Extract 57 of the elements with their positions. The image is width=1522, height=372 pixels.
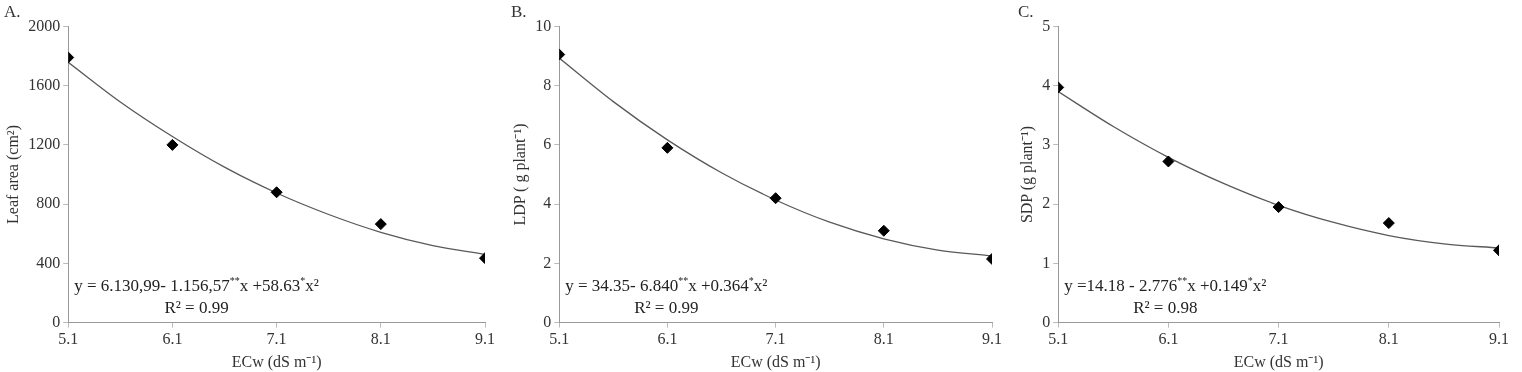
y-tick-label: 2000 [28,16,61,34]
x-tick-label: 5.1 [549,330,570,348]
y-tick-label: 1 [1042,253,1051,271]
point [374,218,387,231]
x-tick-label: 7.1 [266,330,287,348]
x-tick-label: 9.1 [475,330,495,348]
point [1272,201,1285,214]
y-tick-label: 0 [52,312,61,330]
y-tick-label: 2 [543,253,552,271]
annotation: y = 34.35- 6.840$^{**}$x +0.364$^{*}$x² [565,273,768,297]
chart-title: C. [1018,1,1034,21]
x-tick-label: 9.1 [982,330,1002,348]
y-tick-label: 10 [535,16,552,34]
x-tick-label: 6.1 [1158,330,1179,348]
x-axis-title: ECw (dS m⁻¹) [1233,352,1324,371]
y-tick-label: 800 [36,194,61,212]
point [661,141,674,154]
point [166,138,179,151]
y-axis-title: LDP ( g plant⁻¹) [510,123,529,226]
x-axis-title: ECw (dS m⁻¹) [730,352,821,371]
x-tick-label: 7.1 [765,330,786,348]
y-tick-label: 3 [1042,135,1051,153]
point [1162,155,1175,168]
y-tick-label: 1200 [28,135,61,153]
point [270,186,283,199]
x-tick-label: 5.1 [1048,330,1069,348]
x-tick-label: 8.1 [1378,330,1399,348]
y-tick-label: 1600 [28,75,61,93]
point [1382,217,1395,230]
x-tick-label: 9.1 [1489,330,1509,348]
x-tick-label: 6.1 [162,330,183,348]
y-tick-label: 8 [543,75,552,93]
y-tick-label: 4 [543,194,552,212]
annotation: y =14.18 - 2.776$^{**}$x +0.149$^{*}$x² [1064,273,1267,297]
y-tick-label: 400 [36,253,61,271]
y-tick-label: 2 [1042,194,1051,212]
y-tick-label: 6 [543,135,552,153]
point [877,224,890,237]
x-tick-label: 8.1 [873,330,894,348]
chart-title: B. [511,1,527,21]
annotation: y = 6.130,99- 1.156,57$^{**}$x +58.63$^{*}$x² [74,273,319,297]
y-axis-title: SDP (g plant⁻¹) [1017,125,1036,224]
point [769,192,782,205]
x-tick-label: 7.1 [1268,330,1289,348]
annotation: R² = 0.99 [163,296,230,319]
x-tick-label: 5.1 [58,330,79,348]
x-tick-label: 8.1 [370,330,391,348]
y-tick-label: 0 [543,312,552,330]
chart-title: A. [4,1,21,21]
annotation: R² = 0.99 [633,296,700,319]
x-axis-title: ECw (dS m⁻¹) [231,352,322,371]
y-tick-label: 0 [1042,312,1051,330]
annotation: R² = 0.98 [1132,296,1199,319]
x-tick-label: 6.1 [657,330,678,348]
y-tick-label: 5 [1042,16,1051,34]
y-tick-label: 4 [1042,75,1051,93]
y-axis-title: Leaf area (cm²) [3,125,22,224]
